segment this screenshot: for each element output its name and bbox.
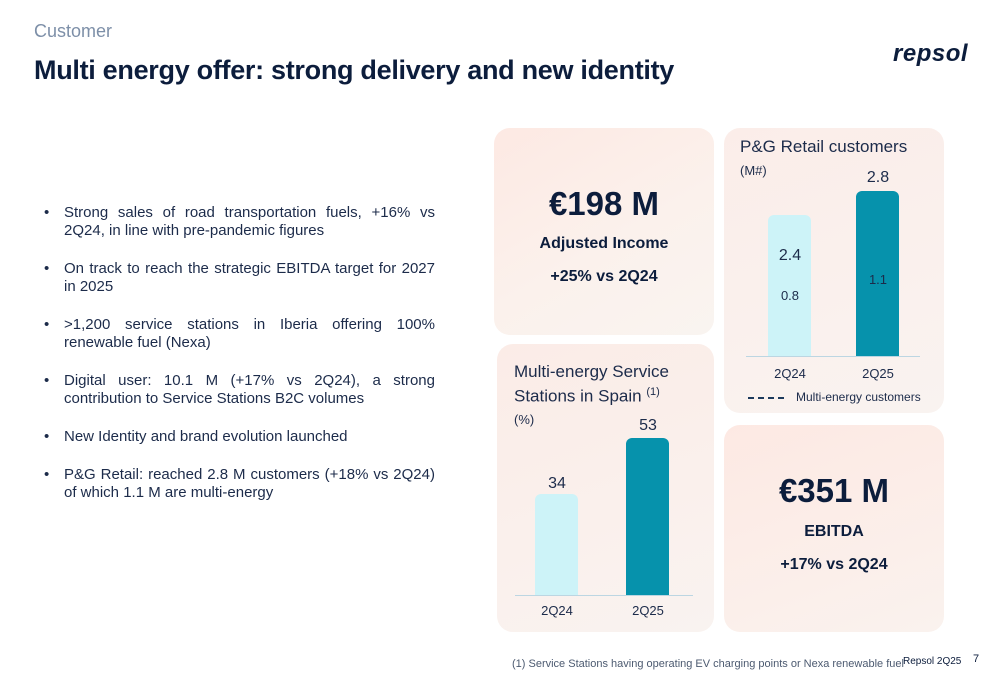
legend-label: Multi-energy customers [796, 390, 921, 404]
footnote: (1) Service Stations having operating EV… [512, 658, 904, 670]
bullet-icon: • [44, 372, 50, 389]
ebitda-value: €351 M [778, 472, 890, 509]
footer-brand: Repsol 2Q25 [903, 656, 962, 667]
legend-dash-icon [748, 397, 784, 399]
retail-customers-card: P&G Retail customers (M#) [724, 128, 944, 413]
multi-energy-value-label: 0.8 [780, 288, 800, 303]
bullet-icon: • [44, 466, 50, 483]
list-item: • >1,200 service stations in Iberia offer… [44, 316, 435, 352]
adjusted-income-card: €198 M Adjusted Income +25% vs 2Q24 [494, 128, 714, 335]
adjusted-income-change: +25% vs 2Q24 [550, 268, 658, 285]
bar-value-label: 53 [639, 417, 657, 434]
page-number: 7 [973, 653, 980, 665]
list-item-text: New Identity and brand evolution launche… [64, 428, 348, 445]
bar [535, 494, 578, 595]
service-stations-card: Multi-energy Service Stations in Spain (… [497, 344, 714, 632]
list-item: • New Identity and brand evolution launch… [44, 428, 435, 446]
bar [856, 191, 899, 356]
retail-chart-unit: (M#) [740, 163, 767, 178]
section-label: Customer [34, 21, 113, 41]
x-axis-line [515, 595, 693, 596]
x-tick-label: 2Q24 [541, 603, 573, 618]
list-item-text: >1,200 service stations in Iberia offeri… [64, 316, 435, 351]
retail-chart-title: P&G Retail customers [740, 137, 908, 156]
ebitda-card: €351 M EBITDA +17% vs 2Q24 [724, 425, 944, 632]
adjusted-income-value: €198 M [548, 185, 660, 222]
bar-value-label: 34 [548, 475, 566, 492]
footnote-marker: (1) [646, 386, 660, 398]
bar [768, 214, 811, 356]
list-item-text: Digital user: 10.1 M (+17% vs 2Q24), a s… [64, 372, 435, 407]
list-item-text: P&G Retail: reached 2.8 M customers (+18… [64, 466, 435, 501]
x-tick-label: 2Q25 [862, 366, 894, 381]
ebitda-label: EBITDA [804, 523, 864, 540]
x-axis-line [746, 356, 920, 357]
stations-title-text: Multi-energy Service Stations in Spain [514, 362, 669, 406]
bar [626, 438, 669, 595]
bullet-icon: • [44, 316, 50, 333]
bullet-icon: • [44, 204, 50, 221]
bullet-icon: • [44, 260, 50, 277]
bullet-icon: • [44, 428, 50, 445]
list-item: • Digital user: 10.1 M (+17% vs 2Q24), a … [44, 372, 435, 408]
list-item: • P&G Retail: reached 2.8 M customers (+1… [44, 466, 435, 502]
stations-chart-unit: (%) [514, 412, 535, 427]
list-item-text: Strong sales of road transportation fuel… [64, 204, 435, 239]
bar-value-label: 2.8 [866, 169, 890, 186]
multi-energy-value-label: 1.1 [868, 272, 888, 287]
stations-chart-title: Multi-energy Service Stations in Spain (… [514, 361, 704, 407]
highlights-list: • Strong sales of road transportation fue… [44, 204, 435, 522]
page-title: Multi energy offer: strong delivery and … [34, 55, 674, 85]
list-item: • On track to reach the strategic EBITDA … [44, 260, 435, 296]
ebitda-change: +17% vs 2Q24 [780, 556, 888, 573]
bar-value-label: 2.4 [778, 247, 802, 264]
x-tick-label: 2Q24 [774, 366, 806, 381]
adjusted-income-label: Adjusted Income [539, 235, 669, 252]
repsol-logo: repsol [893, 40, 969, 67]
list-item: • Strong sales of road transportation fue… [44, 204, 435, 240]
list-item-text: On track to reach the strategic EBITDA t… [64, 260, 435, 295]
x-tick-label: 2Q25 [632, 603, 664, 618]
